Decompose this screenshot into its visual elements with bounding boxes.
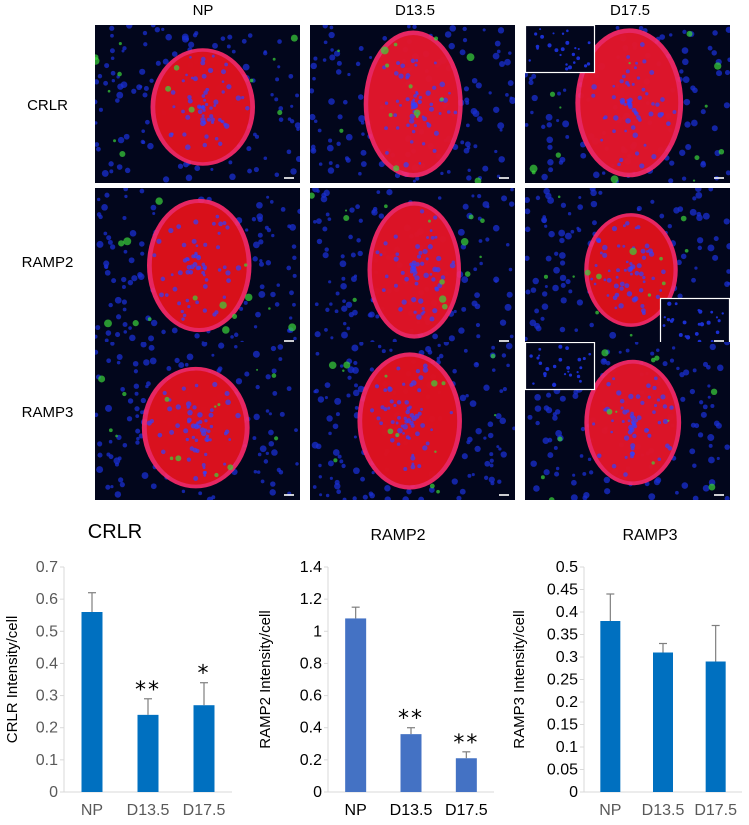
micrograph-ramp3-np	[95, 342, 300, 500]
column-label-d17-5: D17.5	[609, 2, 651, 19]
x-tick-label-crlr-0: NP	[81, 802, 103, 819]
y-tick-label-ramp3: 0.05	[547, 762, 578, 779]
x-tick-label-ramp3-1: D13.5	[642, 802, 685, 819]
y-tick-label-ramp3: 0.2	[556, 694, 578, 711]
micrograph-ramp3-d17-5	[525, 342, 730, 500]
y-tick-label-ramp2: 0.6	[300, 688, 322, 705]
y-tick-label-ramp2: 0.4	[300, 720, 322, 737]
y-tick-label-crlr: 0.3	[36, 688, 58, 705]
y-tick-label-ramp2: 0.8	[300, 655, 322, 672]
y-tick-label-ramp3: 0.25	[547, 672, 578, 689]
y-tick-label-ramp3: 0.3	[556, 649, 578, 666]
y-tick-label-ramp3: 0.35	[547, 627, 578, 644]
column-label-d13-5: D13.5	[394, 2, 436, 19]
micrograph-crlr-d17-5	[525, 25, 730, 183]
row-label-ramp3: RAMP3	[21, 404, 74, 421]
y-tick-label-crlr: 0.2	[36, 720, 58, 737]
y-axis-label-ramp3: RAMP3 Intensity/cell	[511, 610, 528, 748]
chart-title-ramp3: RAMP3	[622, 527, 677, 544]
y-axis-label-ramp2: RAMP2 Intensity/cell	[257, 610, 274, 748]
significance-crlr-2: *	[198, 662, 211, 687]
y-tick-label-crlr: 0	[49, 784, 58, 801]
y-tick-label-crlr: 0.4	[36, 655, 58, 672]
micrograph-crlr-np	[95, 25, 300, 183]
bar-crlr-0	[81, 612, 103, 792]
y-tick-label-ramp2: 1.4	[300, 559, 322, 576]
significance-crlr-1: **	[135, 678, 161, 703]
bar-charts: CRLR CRLR Intensity/cell 0 0.1 0.2 0.3 0.4 0.5 0…	[4, 521, 742, 819]
micrograph-ramp2-d17-5	[525, 188, 730, 346]
row-label-ramp2: RAMP2	[21, 254, 74, 271]
y-tick-label-ramp3: 0.15	[547, 717, 578, 734]
x-tick-label-crlr-2: D17.5	[183, 802, 226, 819]
x-tick-label-ramp3-2: D17.5	[694, 802, 737, 819]
y-tick-label-crlr: 0.1	[36, 752, 58, 769]
x-tick-label-crlr-1: D13.5	[127, 802, 170, 819]
x-tick-label-ramp2-2: D17.5	[445, 802, 488, 819]
x-tick-label-ramp2-1: D13.5	[390, 802, 433, 819]
y-tick-label-ramp3: 0	[569, 784, 578, 801]
micrograph-ramp2-d13-5	[310, 188, 515, 346]
bar-crlr-2	[193, 705, 215, 792]
bar-ramp2-0	[345, 618, 367, 792]
x-tick-label-ramp3-0: NP	[599, 802, 621, 819]
bar-ramp3-2	[705, 661, 726, 792]
bar-ramp2-2	[455, 758, 477, 792]
bar-crlr-1	[137, 714, 159, 792]
y-tick-label-ramp2: 1	[313, 623, 322, 640]
significance-ramp2-2: **	[453, 731, 479, 756]
bar-ramp2-1	[400, 734, 422, 792]
y-tick-label-ramp2: 0.2	[300, 752, 322, 769]
bar-ramp3-0	[600, 621, 621, 792]
y-tick-label-crlr: 0.7	[36, 559, 58, 576]
y-tick-label-ramp2: 0	[313, 784, 322, 801]
micrograph-ramp3-d13-5	[310, 342, 515, 500]
y-axis-label-crlr: CRLR Intensity/cell	[4, 616, 21, 744]
micrograph-crlr-d13-5	[310, 25, 515, 183]
y-tick-label-ramp2: 1.2	[300, 591, 322, 608]
row-label-crlr: CRLR	[27, 97, 68, 114]
column-label-np: NP	[192, 2, 214, 19]
micrograph-ramp2-np	[95, 188, 300, 346]
chart-title-crlr: CRLR	[88, 521, 142, 543]
y-tick-label-crlr: 0.6	[36, 591, 58, 608]
y-tick-label-ramp3: 0.1	[556, 739, 578, 756]
significance-ramp2-1: **	[398, 707, 424, 732]
bar-ramp3-1	[653, 652, 673, 792]
chart-title-ramp2: RAMP2	[370, 527, 425, 544]
y-tick-label-ramp3: 0.45	[547, 582, 578, 599]
y-tick-label-crlr: 0.5	[36, 623, 58, 640]
y-tick-label-ramp3: 0.5	[556, 559, 578, 576]
x-tick-label-ramp2-0: NP	[345, 802, 367, 819]
y-tick-label-ramp3: 0.4	[556, 604, 578, 621]
